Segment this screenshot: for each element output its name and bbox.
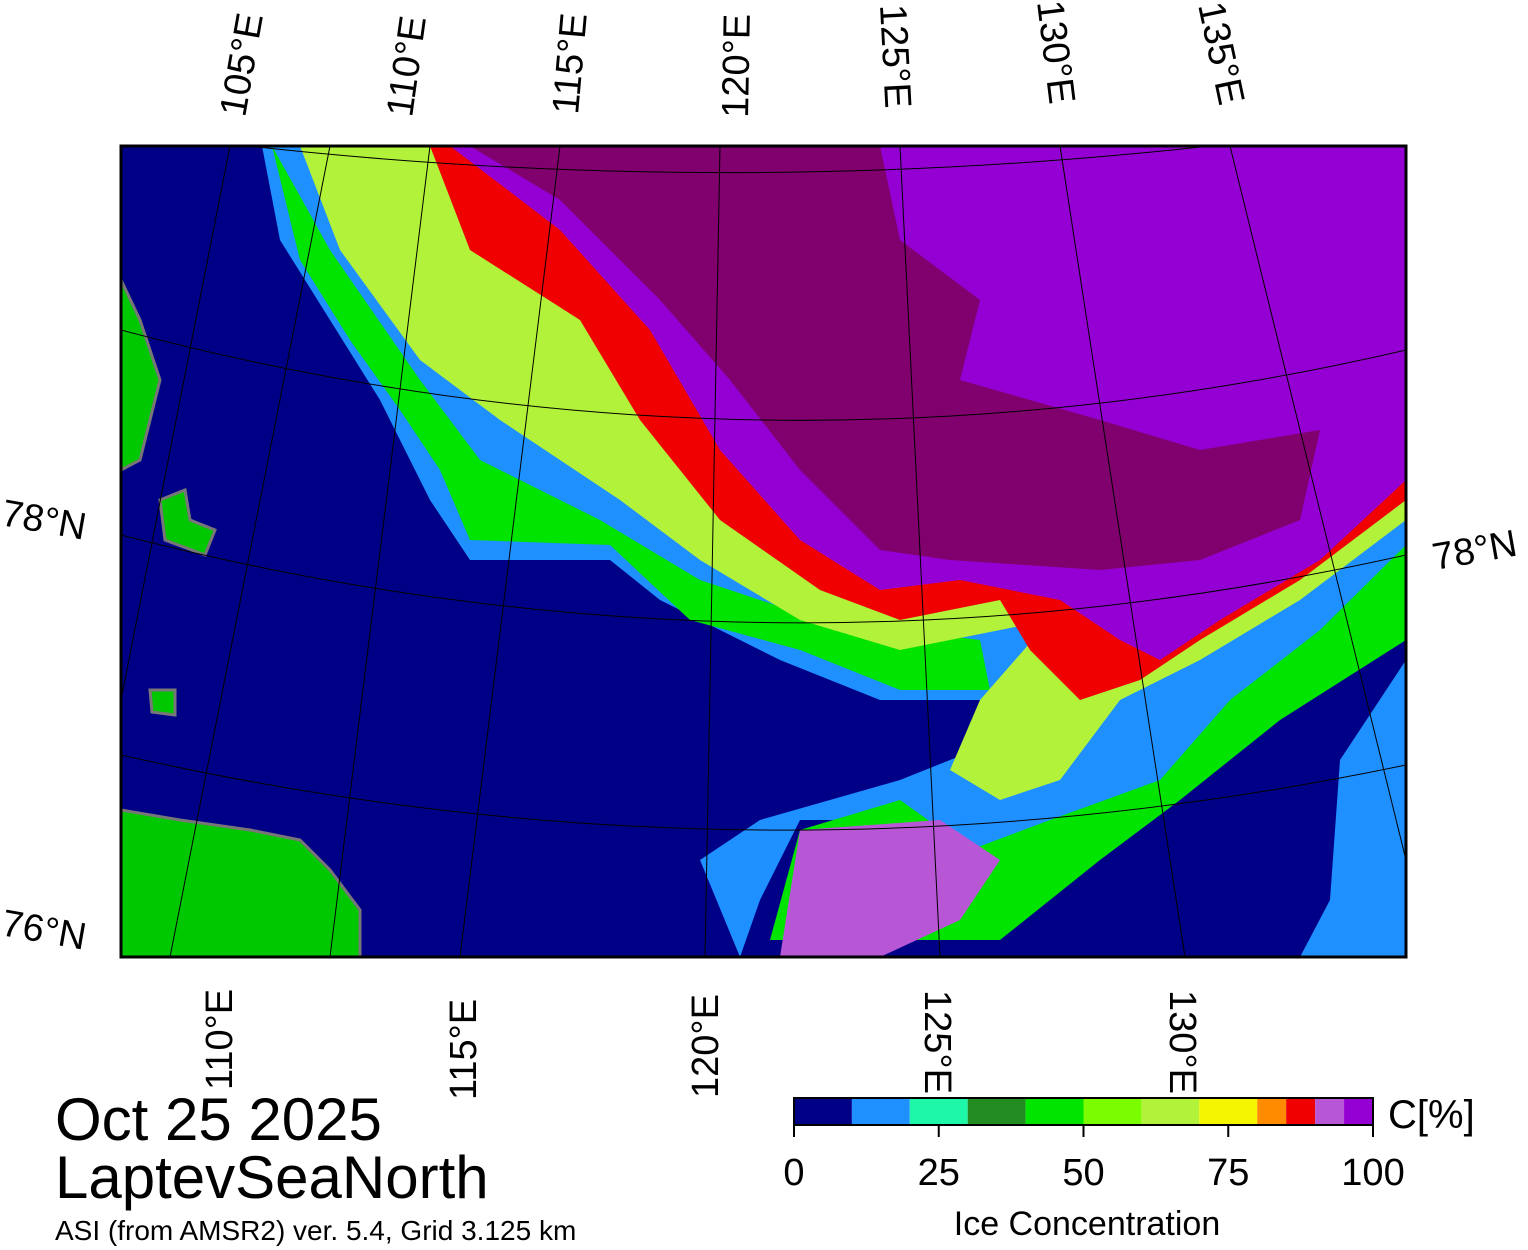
- colorbar: 0 25 50 75 100: [783, 1097, 1405, 1194]
- colorbar-bin: [967, 1098, 1026, 1125]
- colorbar-bin: [1025, 1098, 1084, 1125]
- colorbar-bin: [909, 1098, 968, 1125]
- lat-label: 78°N: [1429, 523, 1520, 579]
- colorbar-unit: C[%]: [1388, 1093, 1475, 1137]
- lon-label: 110°E: [379, 13, 435, 119]
- colorbar-bin: [1286, 1098, 1316, 1125]
- colorbar-bin: [1199, 1098, 1258, 1125]
- lon-label: 130°E: [1028, 0, 1082, 106]
- colorbar-title: Ice Concentration: [954, 1205, 1221, 1243]
- land: [121, 808, 362, 957]
- lat-label: 76°N: [0, 903, 89, 959]
- lon-label: 105°E: [213, 10, 272, 120]
- lon-label: 110°E: [199, 989, 241, 1090]
- lon-label: 135°E: [1189, 0, 1252, 109]
- colorbar-bin: [1344, 1098, 1373, 1125]
- lat-label: 78°N: [0, 493, 89, 549]
- lon-label: 125°E: [916, 990, 958, 1094]
- colorbar-bin: [1315, 1098, 1345, 1125]
- lon-label: 120°E: [715, 13, 759, 118]
- lon-label: 125°E: [871, 3, 918, 109]
- land: [121, 279, 162, 472]
- colorbar-bin: [851, 1098, 910, 1125]
- colorbar-bin: [1257, 1098, 1287, 1125]
- date: Oct 25 2025: [55, 1086, 382, 1153]
- lon-label: 130°E: [1161, 990, 1203, 1094]
- colorbar-bin: [1083, 1098, 1142, 1125]
- region: LaptevSeaNorth: [55, 1144, 489, 1211]
- colorbar-tick-label: 100: [1341, 1152, 1404, 1194]
- map: [121, 146, 1406, 957]
- island: [148, 688, 177, 717]
- source: ASI (from AMSR2) ver. 5.4, Grid 3.125 km: [55, 1215, 576, 1246]
- colorbar-bin: [1141, 1098, 1200, 1125]
- map-frame: [119, 144, 1408, 959]
- lon-label: 115°E: [545, 11, 596, 115]
- ice-south: [780, 820, 1000, 957]
- island: [158, 487, 217, 557]
- colorbar-tick-label: 75: [1207, 1152, 1249, 1194]
- colorbar-tick-label: 50: [1062, 1152, 1104, 1194]
- colorbar-tick-label: 0: [783, 1152, 804, 1194]
- lon-label: 120°E: [685, 994, 727, 1098]
- colorbar-tick-label: 25: [918, 1152, 960, 1194]
- graticule: [121, 146, 1406, 957]
- colorbar-bin: [794, 1098, 852, 1125]
- lon-label: 115°E: [443, 999, 485, 1100]
- ice-dark-purple: [470, 146, 1320, 570]
